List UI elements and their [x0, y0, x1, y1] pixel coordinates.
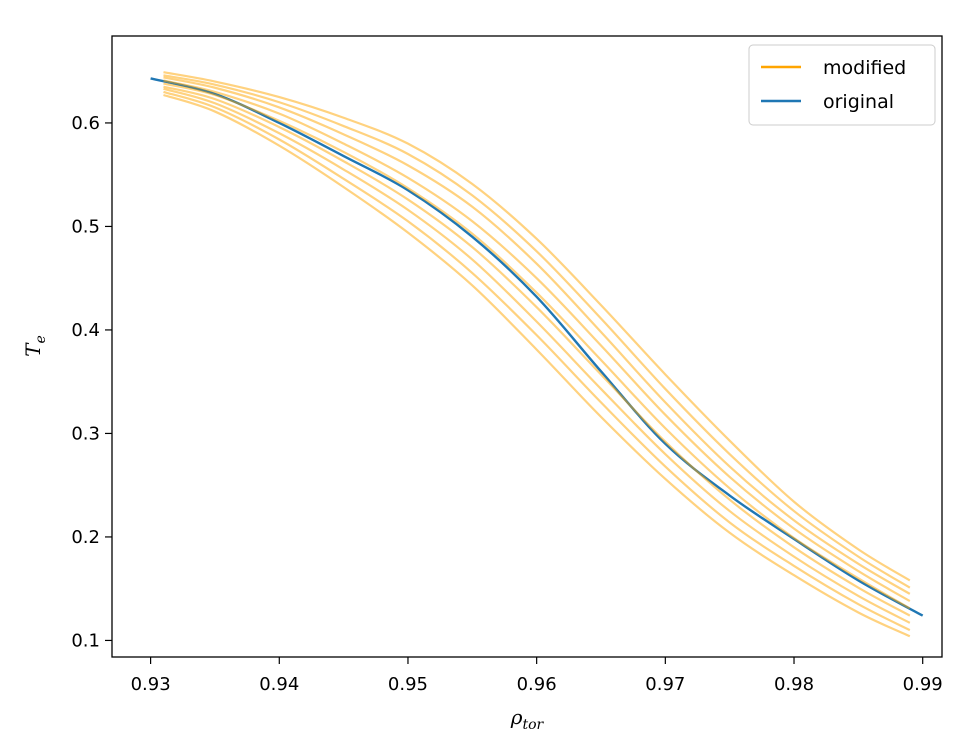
- legend-label-modified: modified: [823, 57, 906, 79]
- series-modified-line-9: [163, 93, 911, 638]
- x-tick-label: 0.93: [131, 674, 171, 695]
- x-tick-label: 0.94: [259, 674, 299, 695]
- series-modified-line-8: [163, 90, 911, 632]
- plot-frame: [111, 35, 943, 658]
- y-tick-label: 0.6: [71, 113, 100, 134]
- series-original-line: [150, 77, 924, 617]
- y-axis-label-subscript: e: [33, 335, 49, 343]
- series-modified-line-2: [163, 74, 911, 589]
- y-axis-label: Te: [21, 335, 49, 357]
- series-modified-line-1: [163, 71, 911, 582]
- legend: modified original: [748, 44, 936, 126]
- x-tick-label: 0.99: [903, 674, 943, 695]
- plot-area: [150, 71, 924, 638]
- y-tick-label: 0.1: [71, 630, 100, 651]
- y-tick-label: 0.3: [71, 423, 100, 444]
- x-tick-label: 0.96: [517, 674, 557, 695]
- y-tick-label: 0.2: [71, 527, 100, 548]
- x-tick-label: 0.95: [388, 674, 428, 695]
- x-tick-label: 0.98: [774, 674, 814, 695]
- legend-box: [748, 44, 936, 126]
- series-modified-line-6: [163, 85, 911, 617]
- x-axis-label-subscript: tor: [523, 717, 545, 733]
- y-tick-label: 0.5: [71, 216, 100, 237]
- series-modified-line-7: [163, 87, 911, 624]
- x-axis-label-symbol: ρ: [510, 705, 523, 729]
- x-axis-label: ρtor: [510, 705, 545, 733]
- series-modified-line-5: [163, 82, 911, 610]
- y-tick-label: 0.4: [71, 320, 100, 341]
- axes: 0.93 0.94 0.95 0.96 0.97 0.98 0.99 0.1 0.2 0.3 0.4…: [71, 35, 943, 695]
- legend-label-original: original: [823, 91, 894, 113]
- series-modified-line-4: [163, 79, 911, 603]
- series-modified-line-3: [163, 76, 911, 595]
- y-axis-label-symbol: T: [21, 342, 45, 357]
- x-tick-label: 0.97: [645, 674, 685, 695]
